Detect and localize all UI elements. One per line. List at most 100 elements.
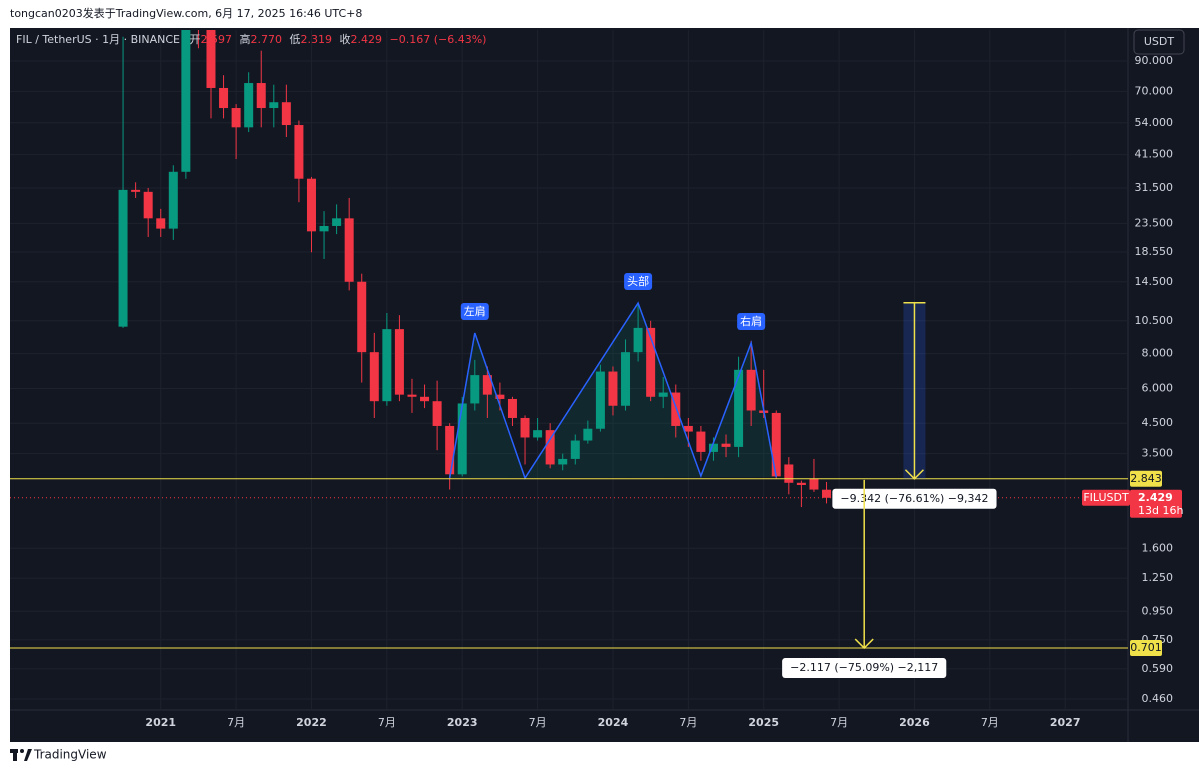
- symbol-label: FILUSDT: [1083, 491, 1129, 504]
- candle-body: [784, 464, 794, 483]
- candle-body: [595, 371, 605, 429]
- y-tick-label: 14.500: [1135, 275, 1174, 288]
- header-text: tongcan0203发表于TradingView.com, 6月 17, 20…: [10, 6, 362, 20]
- price-line-label: 2.843: [1130, 472, 1162, 485]
- candle-body: [306, 178, 316, 232]
- candle-body: [658, 392, 668, 397]
- candle-body: [470, 375, 480, 404]
- y-tick-label: 8.000: [1142, 347, 1174, 360]
- y-tick-label: 10.500: [1135, 314, 1174, 327]
- y-tick-label: 54.000: [1135, 116, 1174, 129]
- y-tick-label: 41.500: [1135, 148, 1174, 161]
- candle-body: [457, 403, 467, 475]
- y-tick-label: 1.250: [1142, 571, 1174, 584]
- candle-body: [219, 87, 229, 109]
- legend-open-label: 开: [190, 33, 201, 46]
- candle-body: [696, 431, 706, 452]
- candle-body: [796, 482, 806, 486]
- pattern-label-box: [460, 303, 489, 321]
- x-tick-label: 2024: [598, 716, 629, 729]
- candle-body: [231, 108, 241, 128]
- candle-body: [432, 401, 442, 426]
- legend-high: 2.770: [251, 33, 283, 46]
- legend-low-label: 低: [290, 33, 301, 46]
- measure-arrow: [854, 638, 874, 650]
- countdown: 13d 16h: [1138, 504, 1183, 517]
- candle-body: [734, 369, 744, 447]
- pattern-line: [448, 301, 778, 480]
- candle-body: [671, 392, 681, 426]
- currency-box[interactable]: [1133, 29, 1185, 55]
- candle-body: [621, 352, 631, 406]
- candle-body: [319, 225, 329, 232]
- candle-body: [332, 218, 342, 226]
- brand-logo: [10, 749, 32, 761]
- candle-body: [558, 458, 568, 465]
- candle-body: [822, 489, 832, 498]
- legend-close: 2.429: [351, 33, 383, 46]
- candle-body: [771, 412, 781, 477]
- candle-body: [244, 83, 254, 128]
- candle-body: [746, 369, 756, 411]
- last-price-box: [1130, 489, 1182, 518]
- y-tick-label: 4.500: [1142, 416, 1174, 429]
- x-tick-label: 2027: [1050, 716, 1081, 729]
- candle-body: [809, 478, 819, 490]
- symbol-box: [1082, 489, 1130, 506]
- axes: 90.000 70.000 54.000 41.500 31.500 23.500 18.5…: [145, 54, 1183, 729]
- y-tick-label: 23.500: [1135, 216, 1174, 229]
- currency: USDT: [1144, 35, 1175, 48]
- x-tick-label: 7月: [227, 716, 245, 729]
- last-price-label: 2.429: [1138, 491, 1173, 504]
- legend-open: 2.597: [201, 33, 233, 46]
- candle-body: [143, 191, 153, 219]
- x-tick-label: 2026: [899, 716, 930, 729]
- legend: FIL / TetherUS · 1月 · BINANCE 开2.597 高2.…: [16, 32, 486, 46]
- measure-arrow: [904, 469, 924, 480]
- candle-body: [495, 394, 505, 399]
- legend-change: −0.167 (−6.43%): [390, 33, 487, 46]
- candle-body: [269, 102, 279, 109]
- candle-body: [507, 398, 517, 418]
- candle-body: [407, 394, 417, 397]
- x-tick-label: 2022: [296, 716, 327, 729]
- x-tick-label: 2021: [145, 716, 176, 729]
- legend-high-label: 高: [240, 32, 251, 46]
- candle-body: [420, 396, 430, 402]
- candle-body: [708, 443, 718, 452]
- price-line-label: 0.701: [1130, 641, 1162, 654]
- y-tick-label: 70.000: [1135, 84, 1174, 97]
- measure-label-box: [832, 488, 997, 509]
- y-tick-label: 0.590: [1142, 662, 1174, 675]
- candle-body: [369, 352, 379, 402]
- candle-body: [646, 327, 656, 397]
- candle-body: [608, 371, 618, 406]
- candle-body: [256, 83, 266, 109]
- pattern-label: 左肩: [464, 304, 486, 318]
- y-tick-label: 1.600: [1142, 541, 1174, 554]
- candle-body: [482, 375, 492, 395]
- x-tick-label: 7月: [830, 716, 848, 729]
- y-tick-label: 0.950: [1142, 604, 1174, 617]
- legend-close-label: 收: [340, 32, 351, 46]
- candle-body: [118, 189, 128, 327]
- y-tick-label: 6.000: [1142, 381, 1174, 394]
- candle-body: [294, 125, 304, 179]
- pattern-label-box: [624, 273, 653, 291]
- candle-body: [131, 189, 141, 192]
- candle-body: [721, 443, 731, 447]
- x-tick-label: 7月: [679, 716, 697, 729]
- legend-low: 2.319: [301, 33, 333, 46]
- candle-body: [533, 430, 543, 438]
- measure-label: −9.342 (−76.61%) −9,342: [840, 492, 988, 505]
- x-tick-label: 2025: [748, 716, 779, 729]
- candle-body: [394, 329, 404, 395]
- price-line-label-box: [1130, 470, 1162, 487]
- pattern-label-box: [737, 312, 766, 330]
- candle-body: [382, 329, 392, 402]
- y-tick-label: 90.000: [1135, 54, 1174, 67]
- candle-body: [583, 428, 593, 441]
- candle-body: [445, 425, 455, 475]
